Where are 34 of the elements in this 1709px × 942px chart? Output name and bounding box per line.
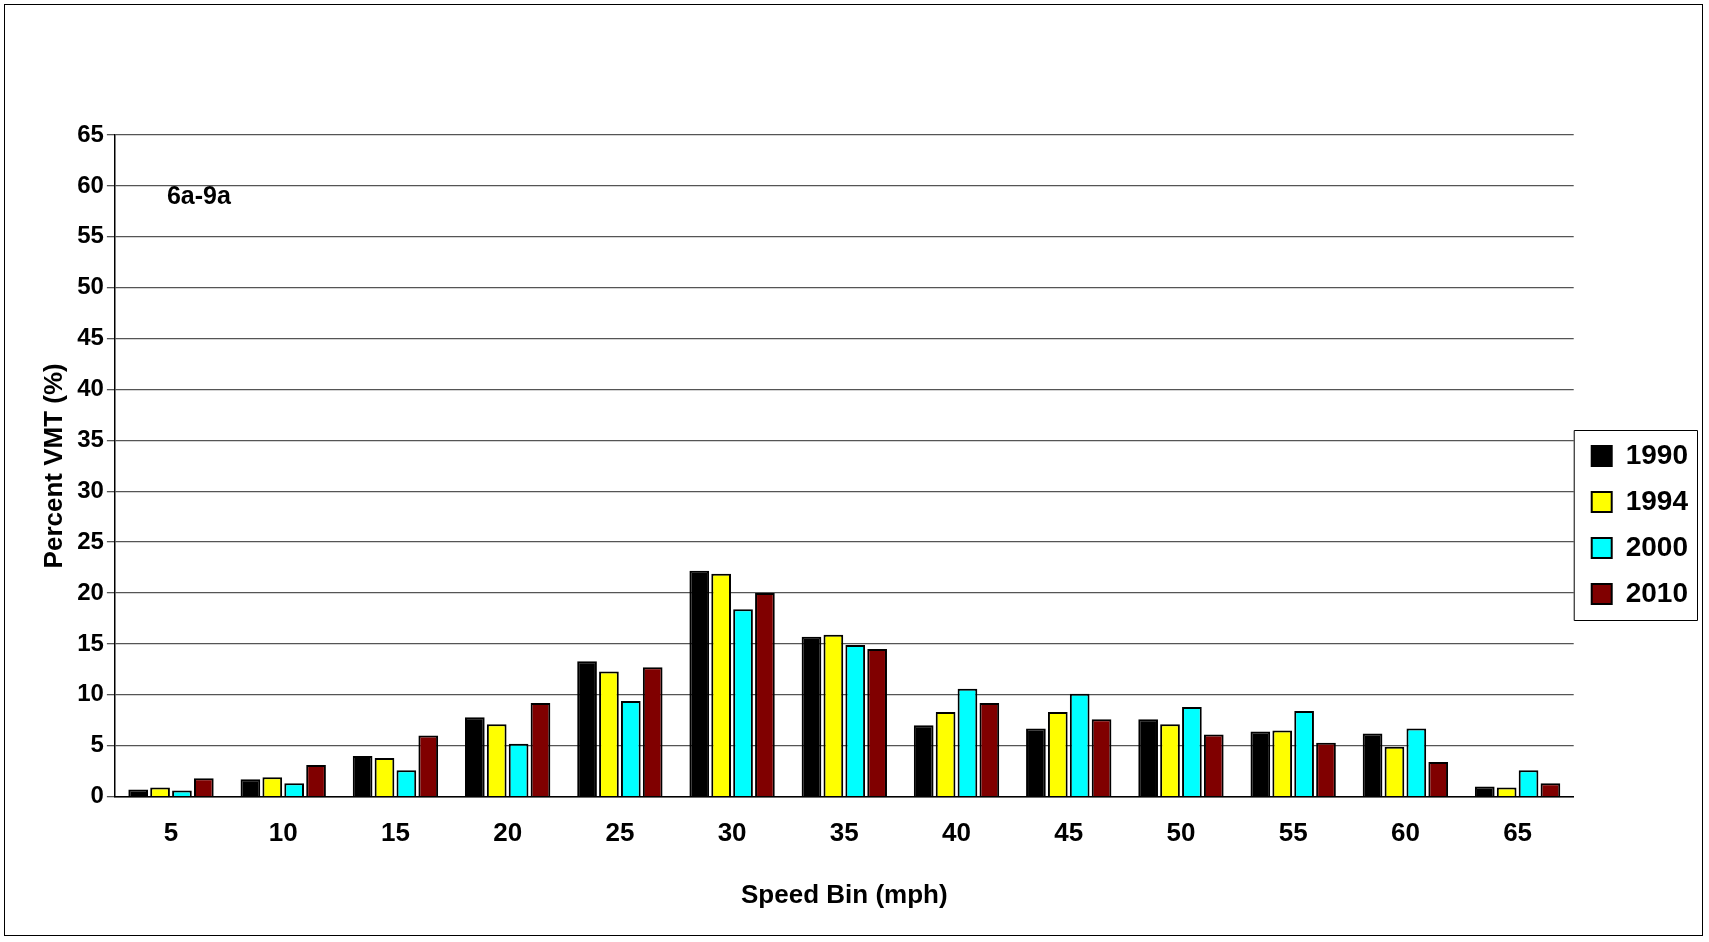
x-tick-label: 40 <box>942 817 971 848</box>
x-tick-label: 55 <box>1278 817 1308 848</box>
x-tick-label: 30 <box>717 817 747 848</box>
y-tick-label: 35 <box>77 424 104 452</box>
y-tick-label: 45 <box>77 323 104 351</box>
annotation: 6a-9a <box>166 181 232 210</box>
x-tick-label: 65 <box>1503 817 1533 848</box>
legend-label: 1994 <box>1625 484 1689 516</box>
y-tick-label: 60 <box>77 170 104 198</box>
y-axis-title: Percent VMT (%) <box>37 363 68 569</box>
y-tick-label: 15 <box>77 628 104 656</box>
x-tick-label: 35 <box>829 817 859 848</box>
x-axis-title: Speed Bin (mph) <box>741 878 948 909</box>
y-tick-label: 50 <box>77 272 104 300</box>
y-tick-label: 30 <box>77 475 104 503</box>
x-tick-label: 45 <box>1054 817 1084 848</box>
x-tick-label: 5 <box>163 817 179 848</box>
y-tick-label: 20 <box>77 577 104 605</box>
x-tick-label: 15 <box>380 817 410 848</box>
legend-label: 2010 <box>1625 576 1689 608</box>
x-tick-label: 10 <box>268 817 298 848</box>
y-tick-label: 5 <box>90 730 104 758</box>
x-tick-label: 60 <box>1390 817 1420 848</box>
y-tick-label: 25 <box>77 526 104 554</box>
y-tick-label: 65 <box>77 119 104 147</box>
y-tick-label: 0 <box>90 781 104 809</box>
y-tick-label: 55 <box>77 221 104 249</box>
y-tick-label: 40 <box>77 374 104 402</box>
x-tick-label: 20 <box>493 817 523 848</box>
x-tick-label: 50 <box>1166 817 1196 848</box>
x-tick-label: 25 <box>605 817 635 848</box>
y-tick-label: 10 <box>77 679 104 707</box>
legend-label: 2000 <box>1625 530 1689 562</box>
legend-label: 1990 <box>1625 438 1689 470</box>
